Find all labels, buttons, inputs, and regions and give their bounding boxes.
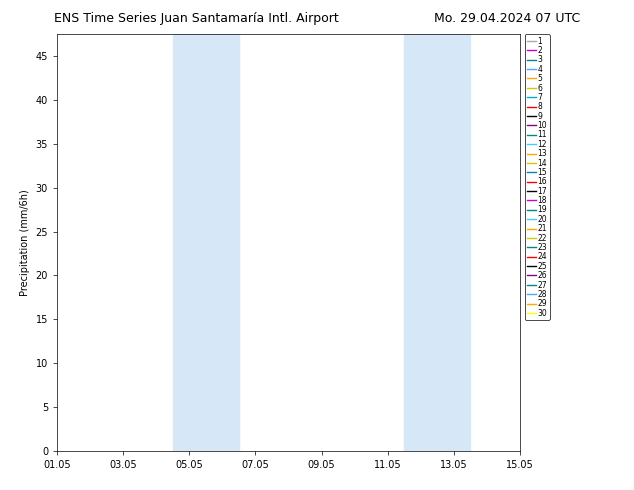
Legend: 1, 2, 3, 4, 5, 6, 7, 8, 9, 10, 11, 12, 13, 14, 15, 16, 17, 18, 19, 20, 21, 22, 2: 1, 2, 3, 4, 5, 6, 7, 8, 9, 10, 11, 12, 1… <box>524 34 550 320</box>
Text: Mo. 29.04.2024 07 UTC: Mo. 29.04.2024 07 UTC <box>434 12 580 25</box>
Text: ENS Time Series Juan Santamaría Intl. Airport: ENS Time Series Juan Santamaría Intl. Ai… <box>54 12 339 25</box>
Y-axis label: Precipitation (mm/6h): Precipitation (mm/6h) <box>20 189 30 296</box>
Bar <box>404 34 470 451</box>
Bar <box>172 34 239 451</box>
